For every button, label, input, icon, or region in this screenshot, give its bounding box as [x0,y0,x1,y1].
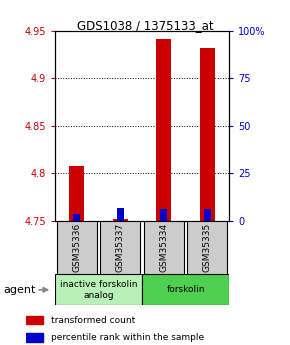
Bar [204,209,211,221]
Text: percentile rank within the sample: percentile rank within the sample [51,333,204,342]
FancyBboxPatch shape [57,221,97,274]
Bar [200,48,215,221]
Text: transformed count: transformed count [51,316,135,325]
Text: GSM35336: GSM35336 [72,223,81,272]
FancyBboxPatch shape [55,274,142,305]
FancyBboxPatch shape [142,274,229,305]
Text: forskolin: forskolin [166,285,205,294]
Text: GSM35337: GSM35337 [116,223,125,272]
Bar [26,316,44,324]
Bar [26,333,44,342]
Bar [73,214,80,221]
Bar [156,39,171,221]
Bar [117,208,124,221]
Bar [160,209,167,221]
FancyBboxPatch shape [144,221,184,274]
Text: GSM35334: GSM35334 [159,223,168,272]
Bar [113,219,128,221]
Text: GDS1038 / 1375133_at: GDS1038 / 1375133_at [77,19,213,32]
Bar [69,166,84,221]
FancyBboxPatch shape [187,221,227,274]
Text: GSM35335: GSM35335 [203,223,212,272]
Text: inactive forskolin
analog: inactive forskolin analog [60,280,137,299]
Text: agent: agent [3,285,35,295]
FancyBboxPatch shape [100,221,140,274]
